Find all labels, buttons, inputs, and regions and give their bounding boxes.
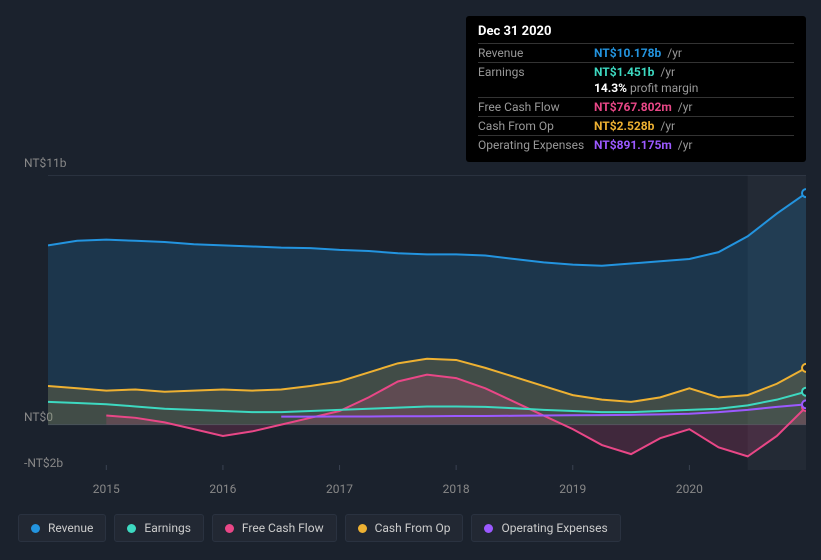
legend-dot-icon (225, 524, 234, 533)
legend-item-label: Cash From Op (375, 521, 451, 535)
legend-dot-icon (484, 524, 493, 533)
tooltip-row-unit: /yr (664, 46, 682, 60)
tooltip-row: EarningsNT$1.451b /yr (478, 62, 794, 81)
legend-item-label: Revenue (48, 521, 93, 535)
legend-dot-icon (127, 524, 136, 533)
tooltip-row-label: Operating Expenses (478, 138, 594, 152)
tooltip-row-unit: /yr (675, 138, 693, 152)
x-axis-label: 2020 (676, 482, 703, 496)
legend-item-label: Earnings (144, 521, 191, 535)
legend-item-free-cash-flow[interactable]: Free Cash Flow (212, 514, 337, 542)
tooltip-row-unit: /yr (675, 100, 693, 114)
legend-item-earnings[interactable]: Earnings (114, 514, 204, 542)
y-axis-label: NT$11b (24, 156, 67, 170)
tooltip-sub: 14.3% profit margin (594, 81, 794, 97)
tooltip-row: Free Cash FlowNT$767.802m /yr (478, 97, 794, 116)
tooltip-row-unit: /yr (657, 119, 675, 133)
x-axis-label: 2019 (559, 482, 586, 496)
legend-item-cash-from-op[interactable]: Cash From Op (345, 514, 464, 542)
chart-plot[interactable] (48, 175, 806, 470)
x-axis-label: 2017 (326, 482, 353, 496)
tooltip-row-value: NT$10.178b /yr (594, 46, 682, 60)
tooltip-row: RevenueNT$10.178b /yr (478, 43, 794, 62)
tooltip-row-label: Cash From Op (478, 119, 594, 133)
tooltip-row: Operating ExpensesNT$891.175m /yr (478, 135, 794, 154)
x-axis-label: 2015 (93, 482, 120, 496)
legend-dot-icon (31, 524, 40, 533)
tooltip-row: Cash From OpNT$2.528b /yr (478, 116, 794, 135)
tooltip-row-unit: /yr (657, 65, 675, 79)
legend-item-label: Free Cash Flow (242, 521, 324, 535)
chart-tooltip: Dec 31 2020 RevenueNT$10.178b /yrEarning… (466, 16, 806, 162)
tooltip-row-value: NT$891.175m /yr (594, 138, 692, 152)
tooltip-row-value: NT$1.451b /yr (594, 65, 675, 79)
tooltip-row-value: NT$2.528b /yr (594, 119, 675, 133)
legend-item-operating-expenses[interactable]: Operating Expenses (471, 514, 620, 542)
legend-dot-icon (358, 524, 367, 533)
tooltip-row-label: Free Cash Flow (478, 100, 594, 114)
tooltip-row-label: Revenue (478, 46, 594, 60)
tooltip-title: Dec 31 2020 (478, 24, 794, 39)
x-axis-label: 2018 (443, 482, 470, 496)
legend-item-label: Operating Expenses (501, 521, 607, 535)
x-axis-label: 2016 (209, 482, 236, 496)
chart-legend: Revenue Earnings Free Cash Flow Cash From O… (18, 514, 621, 542)
tooltip-row-label: Earnings (478, 65, 594, 79)
legend-item-revenue[interactable]: Revenue (18, 514, 106, 542)
tooltip-row-value: NT$767.802m /yr (594, 100, 692, 114)
